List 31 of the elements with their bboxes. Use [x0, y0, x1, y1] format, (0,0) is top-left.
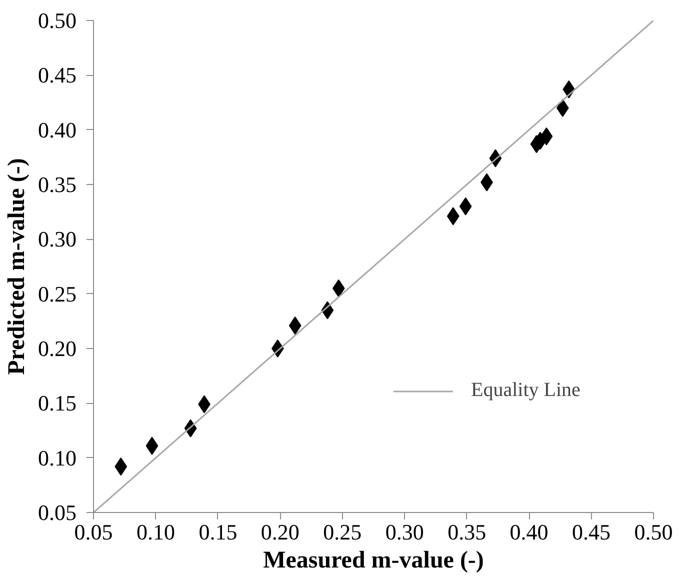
x-tick-label: 0.25 [323, 520, 362, 544]
point [556, 98, 569, 117]
x-axis-title: Measured m-value (-) [263, 548, 484, 574]
x-tick-label: 0.20 [260, 520, 300, 544]
y-tick-label: 0.35 [38, 172, 76, 197]
point [146, 436, 158, 455]
y-tick-label: 0.30 [38, 226, 76, 252]
point [114, 458, 128, 476]
y-tick-label: 0.15 [38, 390, 76, 416]
point [332, 279, 345, 298]
x-tick-label: 0.35 [448, 520, 486, 544]
y-tick-label: 0.25 [38, 281, 76, 306]
point [459, 197, 472, 216]
y-tick-label: 0.05 [38, 500, 76, 525]
x-tick-label: 0.40 [510, 520, 548, 544]
y-tick-label: 0.45 [38, 62, 76, 88]
x-tick-label: 0.30 [385, 520, 424, 544]
y-tick-label: 0.40 [38, 117, 76, 142]
point [540, 127, 553, 146]
x-tick-label: 0.50 [634, 520, 673, 544]
point [288, 316, 302, 335]
y-tick-label: 0.20 [38, 336, 76, 361]
legend-label: Equality Line [471, 379, 580, 402]
point [446, 207, 460, 226]
y-tick-label: 0.10 [38, 445, 76, 470]
x-tick-label: 0.10 [136, 520, 175, 544]
x-tick-label: 0.05 [74, 520, 113, 544]
y-tick-label: 0.50 [38, 8, 76, 33]
x-tick-label: 0.45 [572, 520, 611, 544]
x-tick-label: 0.15 [198, 520, 238, 544]
y-axis-title: Predicted m-value (-) [4, 158, 30, 375]
